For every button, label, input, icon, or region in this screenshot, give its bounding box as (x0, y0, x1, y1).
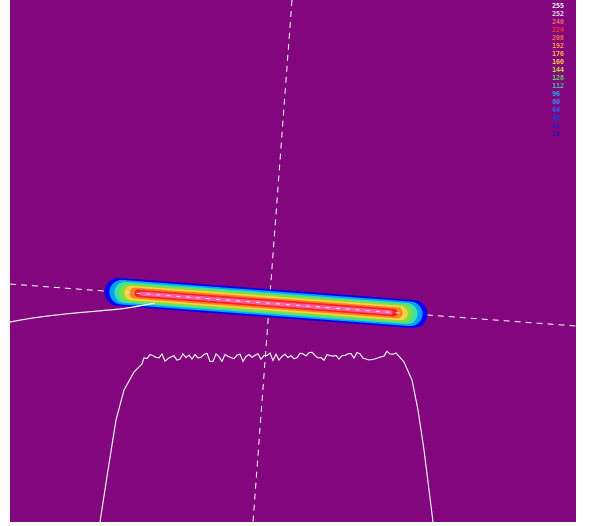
beam-contour-7 (139, 291, 393, 315)
beam-profile-canvas (10, 0, 576, 522)
legend-level-208: 208 (552, 34, 564, 42)
legend-level-16: 16 (552, 130, 560, 138)
legend-level-240: 240 (552, 18, 564, 26)
beam-profile-plot[interactable]: 255 252 240 224 208 192 176 160 144 128 112 96 80 64 4… (10, 0, 576, 522)
cross-section-profile (10, 302, 156, 323)
legend-level-48: 48 (552, 114, 560, 122)
legend-level-96: 96 (552, 90, 560, 98)
legend-level-80: 80 (552, 98, 560, 106)
legend-level-252: 252 (552, 10, 564, 18)
intensity-legend: 255 252 240 224 208 192 176 160 144 128 112 96 80 64 4… (552, 2, 576, 138)
legend-level-112: 112 (552, 82, 564, 90)
crosshair-vertical (252, 0, 293, 522)
legend-level-224: 224 (552, 26, 564, 34)
beam-contour-group (104, 277, 428, 329)
legend-level-176: 176 (552, 50, 564, 58)
intensity-profile-curve (99, 350, 434, 522)
legend-level-128: 128 (552, 74, 564, 82)
legend-level-32: 32 (552, 122, 560, 130)
legend-level-192: 192 (552, 42, 564, 50)
legend-level-64: 64 (552, 106, 560, 114)
legend-level-144: 144 (552, 66, 564, 74)
legend-level-160: 160 (552, 58, 564, 66)
legend-level-255: 255 (552, 2, 564, 10)
